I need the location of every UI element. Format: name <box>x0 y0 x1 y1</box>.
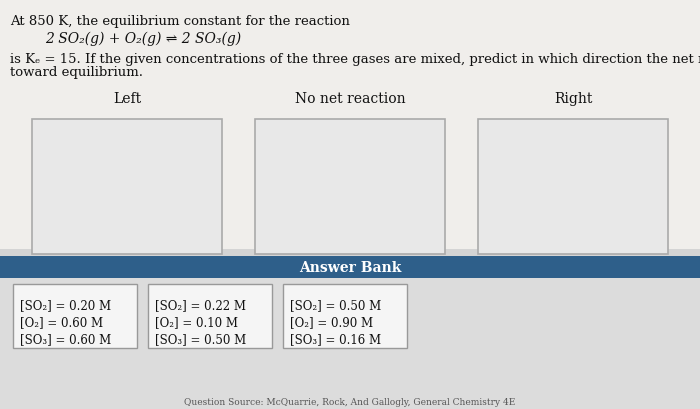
FancyBboxPatch shape <box>255 120 445 254</box>
Text: [SO₂] = 0.20 M: [SO₂] = 0.20 M <box>20 298 111 311</box>
FancyBboxPatch shape <box>0 256 700 278</box>
FancyBboxPatch shape <box>478 120 668 254</box>
FancyBboxPatch shape <box>148 284 272 348</box>
Text: [SO₂] = 0.50 M: [SO₂] = 0.50 M <box>290 298 382 311</box>
Text: [SO₃] = 0.60 M: [SO₃] = 0.60 M <box>20 332 111 345</box>
Text: Right: Right <box>554 92 592 106</box>
Text: toward equilibrium.: toward equilibrium. <box>10 66 143 79</box>
FancyBboxPatch shape <box>13 284 137 348</box>
Text: is Kₑ = 15. If the given concentrations of the three gases are mixed, predict in: is Kₑ = 15. If the given concentrations … <box>10 53 700 66</box>
Text: [SO₃] = 0.16 M: [SO₃] = 0.16 M <box>290 332 381 345</box>
Text: [O₂] = 0.60 M: [O₂] = 0.60 M <box>20 315 103 328</box>
Text: [SO₂] = 0.22 M: [SO₂] = 0.22 M <box>155 298 246 311</box>
FancyBboxPatch shape <box>0 278 700 409</box>
Text: Question Source: McQuarrie, Rock, And Gallogly, General Chemistry 4E: Question Source: McQuarrie, Rock, And Ga… <box>184 397 516 406</box>
FancyBboxPatch shape <box>32 120 222 254</box>
Text: No net reaction: No net reaction <box>295 92 405 106</box>
Text: Answer Bank: Answer Bank <box>299 261 401 274</box>
Text: Left: Left <box>113 92 141 106</box>
Text: [SO₃] = 0.50 M: [SO₃] = 0.50 M <box>155 332 246 345</box>
Text: 2 SO₂(g) + O₂(g) ⇌ 2 SO₃(g): 2 SO₂(g) + O₂(g) ⇌ 2 SO₃(g) <box>45 32 241 46</box>
FancyBboxPatch shape <box>0 0 700 249</box>
Text: [O₂] = 0.90 M: [O₂] = 0.90 M <box>290 315 373 328</box>
Text: At 850 K, the equilibrium constant for the reaction: At 850 K, the equilibrium constant for t… <box>10 15 350 28</box>
Text: [O₂] = 0.10 M: [O₂] = 0.10 M <box>155 315 238 328</box>
FancyBboxPatch shape <box>283 284 407 348</box>
